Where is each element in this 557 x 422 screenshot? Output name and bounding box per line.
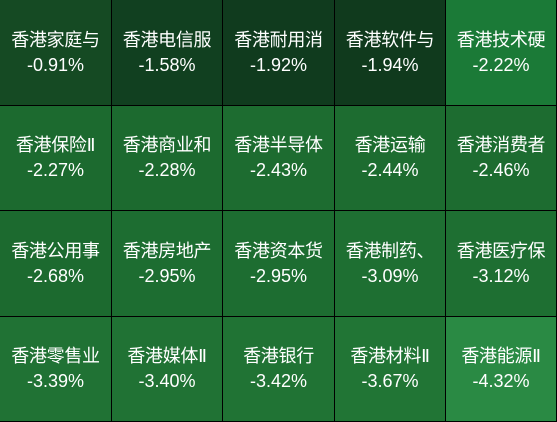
tile-name: 香港耐用消 xyxy=(234,29,323,51)
tile-value: -3.09% xyxy=(361,265,419,286)
heatmap-tile[interactable]: 香港保险Ⅱ -2.27% xyxy=(0,106,112,211)
heatmap-tile[interactable]: 香港软件与 -1.94% xyxy=(335,0,446,106)
tile-name: 香港消费者 xyxy=(456,135,546,156)
tile-value: -2.44% xyxy=(361,160,419,180)
tile-name: 香港运输 xyxy=(354,135,426,156)
tile-value: -3.40% xyxy=(138,371,196,391)
tile-value: -1.58% xyxy=(138,54,196,75)
tile-value: -3.67% xyxy=(361,371,419,391)
tile-name: 香港材料Ⅱ xyxy=(350,346,430,367)
tile-value: -2.28% xyxy=(138,160,196,180)
tile-name: 香港医疗保 xyxy=(456,240,546,262)
tile-name: 香港能源Ⅱ xyxy=(461,346,541,367)
heatmap-tile[interactable]: 香港半导体 -2.43% xyxy=(223,106,335,211)
heatmap-tile[interactable]: 香港消费者 -2.46% xyxy=(446,106,557,211)
tile-value: -2.22% xyxy=(472,54,530,75)
tile-value: -2.95% xyxy=(138,265,196,286)
tile-value: -2.46% xyxy=(472,160,530,180)
tile-name: 香港软件与 xyxy=(345,29,435,51)
tile-value: -1.94% xyxy=(361,54,419,75)
tile-name: 香港公用事 xyxy=(11,240,100,262)
heatmap-tile[interactable]: 香港能源Ⅱ -4.32% xyxy=(446,317,557,422)
heatmap-tile[interactable]: 香港房地产 -2.95% xyxy=(112,211,223,317)
heatmap-tile[interactable]: 香港耐用消 -1.92% xyxy=(223,0,335,106)
tile-name: 香港银行 xyxy=(243,346,314,367)
heatmap-tile[interactable]: 香港资本货 -2.95% xyxy=(223,211,335,317)
tile-name: 香港零售业 xyxy=(11,346,100,367)
heatmap-tile[interactable]: 香港技术硬 -2.22% xyxy=(446,0,557,106)
heatmap-tile[interactable]: 香港商业和 -2.28% xyxy=(112,106,223,211)
tile-value: -1.92% xyxy=(249,54,308,75)
tile-name: 香港商业和 xyxy=(122,135,212,156)
tile-value: -2.27% xyxy=(26,160,85,180)
tile-value: -0.91% xyxy=(26,54,85,75)
tile-name: 香港技术硬 xyxy=(456,29,546,51)
tile-name: 香港制药、 xyxy=(345,240,435,262)
heatmap-tile[interactable]: 香港电信服 -1.58% xyxy=(112,0,223,106)
tile-name: 香港保险Ⅱ xyxy=(15,135,96,156)
tile-value: -2.95% xyxy=(249,265,308,286)
tile-name: 香港资本货 xyxy=(234,240,323,262)
heatmap-tile[interactable]: 香港运输 -2.44% xyxy=(335,106,446,211)
tile-name: 香港家庭与 xyxy=(11,29,100,51)
tile-value: -3.42% xyxy=(249,371,308,391)
tile-name: 香港房地产 xyxy=(122,240,212,262)
tile-name: 香港媒体Ⅱ xyxy=(127,346,207,367)
heatmap-tile[interactable]: 香港制药、 -3.09% xyxy=(335,211,446,317)
heatmap-tile[interactable]: 香港银行 -3.42% xyxy=(223,317,335,422)
tile-value: -3.39% xyxy=(26,371,85,391)
heatmap-tile[interactable]: 香港公用事 -2.68% xyxy=(0,211,112,317)
tile-value: -2.43% xyxy=(249,160,308,180)
tile-value: -3.12% xyxy=(472,265,530,286)
heatmap-tile[interactable]: 香港材料Ⅱ -3.67% xyxy=(335,317,446,422)
heatmap-tile[interactable]: 香港家庭与 -0.91% xyxy=(0,0,112,106)
tile-name: 香港电信服 xyxy=(122,29,212,51)
heatmap-tile[interactable]: 香港医疗保 -3.12% xyxy=(446,211,557,317)
heatmap-tile[interactable]: 香港媒体Ⅱ -3.40% xyxy=(112,317,223,422)
tile-value: -4.32% xyxy=(472,371,530,391)
tile-name: 香港半导体 xyxy=(234,135,323,156)
tile-value: -2.68% xyxy=(26,265,85,286)
heatmap-tile[interactable]: 香港零售业 -3.39% xyxy=(0,317,112,422)
